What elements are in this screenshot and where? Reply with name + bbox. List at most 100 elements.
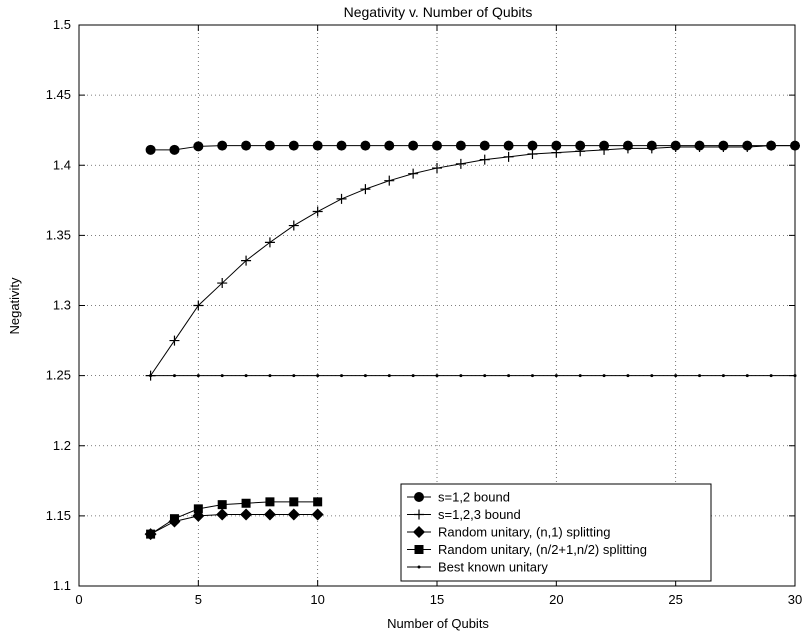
data-point-circle [384,140,395,151]
series-circle [145,140,800,155]
data-point-dot [172,374,176,378]
legend-label: Random unitary, (n/2+1,n/2) splitting [438,542,647,557]
data-point-dot [459,374,463,378]
data-point-plus [646,143,657,154]
data-point-dot [602,374,606,378]
data-point-plus [360,184,371,195]
data-point-plus [312,206,323,217]
data-point-circle [432,140,442,151]
data-point-plus [742,142,753,153]
y-tick-label: 1.4 [53,157,71,172]
legend-label: s=1,2,3 bound [438,507,521,522]
data-point-dot [530,374,534,378]
y-tick-label: 1.45 [46,87,71,102]
data-point-square [289,497,299,507]
data-point-dot [196,374,200,378]
data-point-plus [288,220,299,231]
data-point-dot [507,374,511,378]
data-point-dot [387,374,391,378]
data-point-dot [769,374,773,378]
data-point-diamond [311,508,324,521]
data-point-circle [288,140,299,151]
data-point-circle [145,144,156,155]
data-point-plus [599,144,610,155]
data-point-dot [220,374,224,378]
data-point-plus [217,278,228,289]
series-diamond [144,508,324,541]
data-point-plus [766,140,777,151]
data-point-square [217,500,227,510]
legend-marker-circle [414,492,424,502]
data-point-dot [745,374,749,378]
series-group [144,140,800,541]
legend-marker-square [414,545,424,554]
x-axis-label: Number of Qubits [387,616,489,631]
data-point-dot [650,374,654,378]
data-point-square [193,504,203,514]
y-tick-label: 1.1 [53,578,71,593]
data-point-dot [435,374,439,378]
chart-title: Negativity v. Number of Qubits [344,4,533,20]
y-tick-label: 1.15 [46,508,71,523]
data-point-circle [264,140,275,151]
data-point-dot [698,374,702,378]
data-point-dot [483,374,487,378]
data-point-circle [360,140,371,151]
y-tick-label: 1.2 [53,438,71,453]
data-point-diamond [216,508,229,521]
data-point-circle [455,140,466,151]
data-point-plus [241,255,252,266]
data-point-plus [670,142,681,153]
y-tick-label: 1.35 [46,227,71,242]
data-point-circle [241,140,252,151]
data-point-dot [316,374,320,378]
data-point-plus [622,143,633,154]
data-point-plus [694,142,705,153]
x-tick-label: 25 [668,592,682,607]
x-tick-label: 30 [788,592,802,607]
data-point-circle [193,141,204,152]
legend-marker-plus [414,509,424,520]
data-point-dot [674,374,678,378]
y-tick-label: 1.3 [53,298,71,313]
legend-label: Best known unitary [438,560,548,575]
data-point-circle [336,140,347,151]
legend-marker-diamond [413,526,425,538]
series-line [150,145,795,376]
data-point-dot [721,374,725,378]
data-point-plus [193,300,204,311]
data-point-dot [578,374,582,378]
x-tick-label: 5 [195,592,202,607]
data-point-square [169,514,179,524]
data-point-plus [479,154,490,165]
x-tick-label: 20 [549,592,563,607]
data-point-circle [312,140,323,151]
x-tick-label: 10 [310,592,324,607]
data-point-diamond [263,508,276,521]
data-point-dot [411,374,415,378]
data-point-circle [527,140,538,151]
data-point-diamond [240,508,253,521]
data-point-dot [626,374,630,378]
plot-frame [78,24,796,587]
data-point-square [146,529,156,539]
data-point-plus [551,147,562,158]
series-square [146,497,323,539]
data-point-circle [551,140,562,151]
series-line [150,145,795,151]
data-point-dot [554,374,558,378]
data-point-dot [292,374,296,378]
data-point-dot [363,374,367,378]
data-point-plus [527,149,538,160]
data-point-circle [479,140,490,151]
data-point-plus [169,335,180,346]
data-point-plus [336,193,347,204]
series-plus [145,140,800,381]
data-point-circle [217,140,228,151]
data-point-square [241,498,251,508]
x-tick-label: 0 [75,592,82,607]
data-point-square [265,497,275,507]
y-axis-label: Negativity [7,277,22,335]
data-point-plus [384,175,395,186]
